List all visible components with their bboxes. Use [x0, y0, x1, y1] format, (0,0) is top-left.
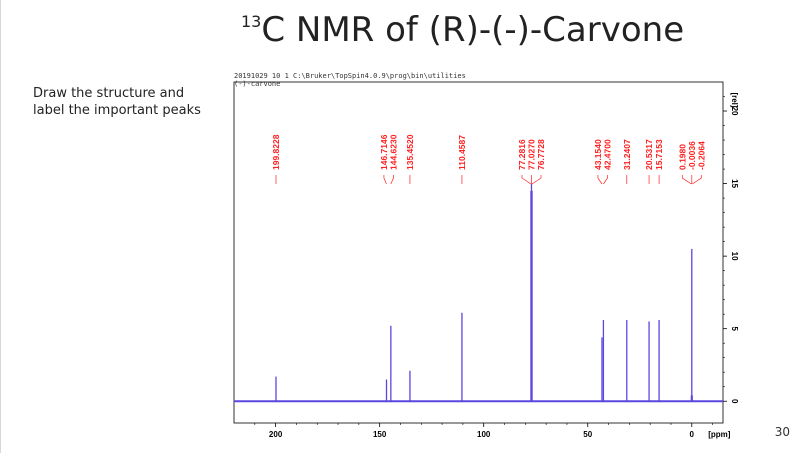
peak-label: 77.2816	[517, 139, 527, 170]
peak-label-leader	[597, 175, 603, 185]
y-axis-tick-label: 15	[730, 179, 739, 188]
spectrum-header: 20191029 10 1 C:\Bruker\TopSpin4.0.9\pro…	[234, 72, 466, 88]
peak-label: 77.0270	[527, 139, 537, 170]
plot-frame	[233, 81, 724, 424]
peak-label: 144.6230	[388, 134, 398, 170]
peak-label: 43.1540	[593, 139, 603, 170]
peak-label-leader	[681, 175, 692, 185]
y-axis-tick-label: 10	[730, 252, 739, 261]
peak-label-leader	[390, 175, 394, 185]
peak-label-leader	[521, 175, 532, 185]
x-axis-tick-label: 150	[373, 430, 387, 439]
title-superscript: 13	[241, 11, 262, 31]
instruction-text: Draw the structure and label the importa…	[33, 86, 201, 118]
peak-label: -0.0036	[687, 141, 697, 170]
peak-label: 199.8228	[271, 134, 281, 170]
peak-label: 20.5317	[644, 139, 654, 170]
y-axis-tick-label: 5	[730, 326, 739, 331]
peak-label: 76.7728	[536, 139, 546, 170]
peak-label: 42.4700	[602, 139, 612, 170]
x-axis-label: [ppm]	[708, 430, 731, 439]
title-main: C NMR of (R)-(-)-Carvone	[261, 10, 685, 50]
peak-label: 0.1980	[677, 144, 687, 170]
y-axis-tick-label: 0	[730, 399, 739, 404]
peak-label: 31.2407	[622, 139, 632, 170]
x-axis-tick-label: 100	[477, 430, 491, 439]
y-axis-tick-label: 20	[730, 107, 739, 116]
spectrum-header-path: 20191029 10 1 C:\Bruker\TopSpin4.0.9\pro…	[234, 72, 466, 80]
peak-label: 15.7153	[654, 139, 664, 170]
slide-title: 13C NMR of (R)-(-)-Carvone	[241, 10, 684, 50]
slide-number: 30	[774, 425, 790, 439]
peak-label: 146.7146	[379, 134, 389, 170]
spectrum-header-sample: (-)-carvone	[234, 80, 281, 88]
y-axis-label: [rel]	[730, 92, 739, 107]
x-axis-tick-label: 200	[269, 430, 283, 439]
peak-label-leader	[531, 175, 542, 185]
peak-label: -0.2064	[696, 141, 706, 170]
peak-label-leader	[692, 175, 702, 185]
peak-label-leader	[383, 175, 387, 185]
peak-label: 135.4520	[405, 134, 415, 170]
peak-label: 110.4587	[457, 135, 467, 170]
peak-label-leader	[603, 175, 608, 185]
x-axis-tick-label: 0	[690, 430, 695, 439]
x-axis-tick-label: 50	[583, 430, 592, 439]
